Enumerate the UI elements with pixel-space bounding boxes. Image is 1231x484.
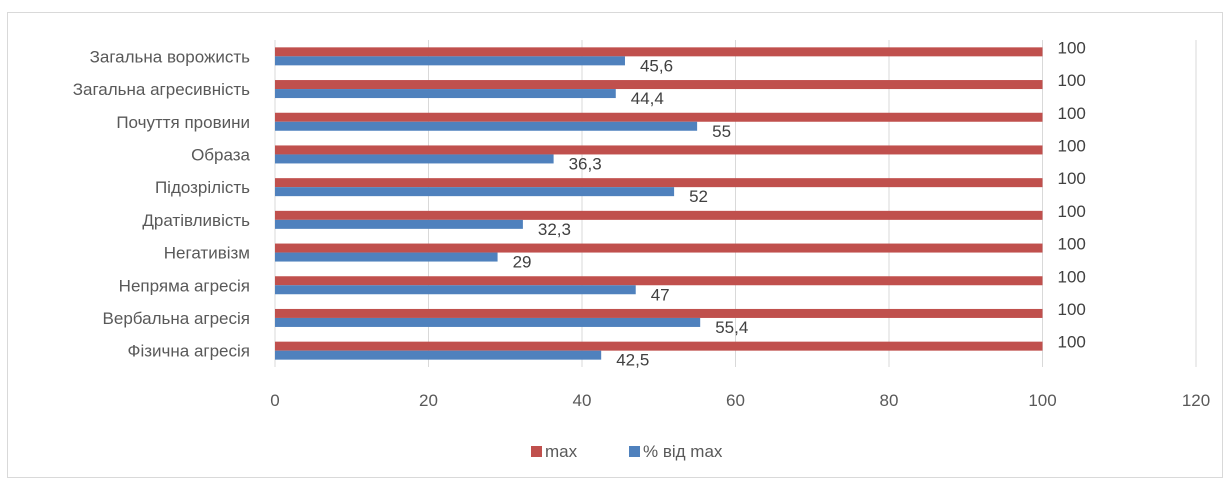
x-axis-tick-labels: 0 20 40 60 80 100 120 <box>270 391 1210 410</box>
x-tick-label: 80 <box>880 391 899 410</box>
bar-max <box>275 145 1043 155</box>
data-label-pct-of-max: 29 <box>513 253 532 272</box>
data-label-pct-of-max: 42,5 <box>616 351 649 370</box>
bar-max <box>275 276 1043 286</box>
data-label-max: 100 <box>1058 235 1086 254</box>
data-label-pct-of-max: 55 <box>712 122 731 141</box>
x-tick-label: 120 <box>1182 391 1210 410</box>
bar-max <box>275 243 1043 253</box>
data-label-max: 100 <box>1058 169 1086 188</box>
data-label-max: 100 <box>1058 202 1086 221</box>
bar-max <box>275 178 1043 188</box>
bar-pct-of-max <box>275 154 554 164</box>
category-label: Образа <box>191 145 250 164</box>
category-label: Підозрілість <box>155 178 250 197</box>
legend: max % від max <box>531 442 723 461</box>
category-label: Почуття провини <box>116 113 250 132</box>
bar-pct-of-max <box>275 89 616 99</box>
data-label-max: 100 <box>1058 136 1086 155</box>
legend-label-pct-of-max: % від max <box>643 442 723 461</box>
legend-label-max: max <box>545 442 578 461</box>
bar-pct-of-max <box>275 252 498 262</box>
bar-pct-of-max <box>275 187 675 197</box>
category-label: Фізична агресія <box>128 342 250 361</box>
bar-pct-of-max <box>275 285 636 295</box>
x-tick-label: 20 <box>419 391 438 410</box>
category-label: Дратівливість <box>142 211 250 230</box>
data-label-max: 100 <box>1058 71 1086 90</box>
bar-max <box>275 80 1043 90</box>
legend-swatch-max <box>531 446 542 457</box>
bar-pct-of-max <box>275 317 701 327</box>
data-label-pct-of-max: 36,3 <box>569 154 602 173</box>
category-labels: Загальна ворожисть Загальна агресивність П… <box>73 47 251 360</box>
data-label-max: 100 <box>1058 267 1086 286</box>
x-tick-label: 60 <box>726 391 745 410</box>
bar-pct-of-max <box>275 121 698 131</box>
bar-pct-of-max <box>275 56 625 66</box>
bar-pct-of-max <box>275 219 523 229</box>
category-label: Загальна ворожисть <box>90 47 251 66</box>
category-label: Непряма агресія <box>119 276 250 295</box>
category-label: Загальна агресивність <box>73 80 250 99</box>
data-label-pct-of-max: 47 <box>651 285 670 304</box>
category-label: Негативізм <box>164 244 250 263</box>
data-label-pct-of-max: 55,4 <box>715 318 748 337</box>
x-tick-label: 100 <box>1028 391 1056 410</box>
bar-max <box>275 210 1043 220</box>
category-label: Вербальна агресія <box>103 309 250 328</box>
x-tick-label: 40 <box>573 391 592 410</box>
bars <box>275 47 1043 360</box>
data-label-pct-of-max: 44,4 <box>631 89 664 108</box>
data-label-pct-of-max: 45,6 <box>640 56 673 75</box>
data-labels: 100 45,6 100 44,4 100 55 100 36,3 100 52 100 32,3 10… <box>513 38 1086 369</box>
data-label-pct-of-max: 52 <box>689 187 708 206</box>
bar-max <box>275 308 1043 318</box>
data-label-max: 100 <box>1058 104 1086 123</box>
bar-max <box>275 112 1043 122</box>
x-tick-label: 0 <box>270 391 279 410</box>
bar-pct-of-max <box>275 350 602 360</box>
data-label-pct-of-max: 32,3 <box>538 220 571 239</box>
data-label-max: 100 <box>1058 38 1086 57</box>
bar-max <box>275 47 1043 57</box>
data-label-max: 100 <box>1058 333 1086 352</box>
data-label-max: 100 <box>1058 300 1086 319</box>
bar-max <box>275 341 1043 351</box>
legend-swatch-pct-of-max <box>629 446 640 457</box>
